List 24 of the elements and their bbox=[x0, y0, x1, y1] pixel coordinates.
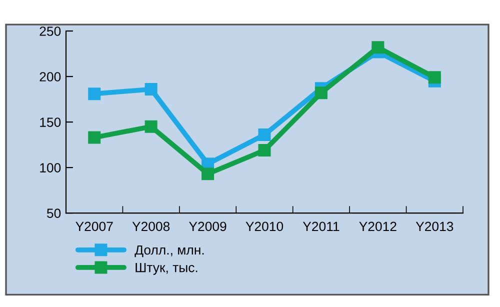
x-tick-label: Y2009 bbox=[189, 222, 226, 232]
x-tick-label: Y2011 bbox=[302, 222, 340, 232]
point bbox=[314, 86, 328, 100]
x-tick-label: Y2012 bbox=[359, 222, 396, 232]
y-tick-label: 100 bbox=[40, 163, 61, 172]
y-tick-label: 250 bbox=[40, 26, 61, 36]
point bbox=[144, 120, 158, 133]
point bbox=[258, 128, 271, 142]
point bbox=[144, 83, 158, 96]
point bbox=[202, 168, 214, 180]
point bbox=[428, 71, 441, 84]
x-tick-label: Y2013 bbox=[416, 222, 454, 232]
y-tick-label: 50 bbox=[46, 208, 61, 218]
point bbox=[88, 131, 101, 144]
point bbox=[258, 144, 271, 156]
legend-label: Долл., млн. bbox=[134, 245, 204, 258]
y-tick-label: 150 bbox=[40, 118, 61, 127]
x-tick-label: Y2008 bbox=[132, 222, 170, 232]
point bbox=[372, 41, 384, 54]
point bbox=[88, 88, 101, 100]
x-tick-label: Y2010 bbox=[246, 222, 284, 232]
legend-label: Штук, тыс. bbox=[136, 263, 198, 275]
x-tick-label: Y2007 bbox=[76, 222, 113, 232]
y-tick-label: 200 bbox=[40, 72, 61, 82]
